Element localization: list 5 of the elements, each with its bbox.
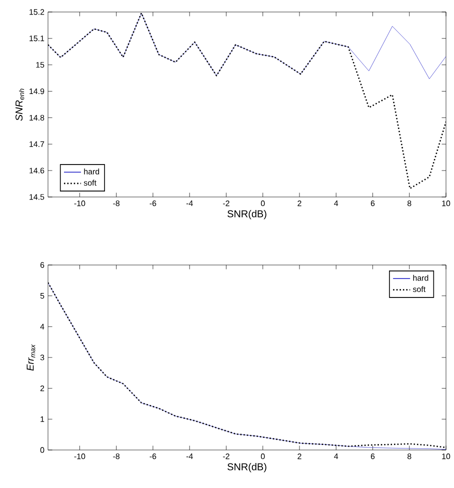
x-axis-title: SNR(dB) xyxy=(228,210,266,220)
x-axis-title: SNR(dB) xyxy=(228,462,266,472)
y-axis-title: Err$_{max}$ xyxy=(26,344,36,371)
line-series xyxy=(48,12,446,80)
y-axis-title: SNR$_{enh}$ xyxy=(15,88,24,121)
